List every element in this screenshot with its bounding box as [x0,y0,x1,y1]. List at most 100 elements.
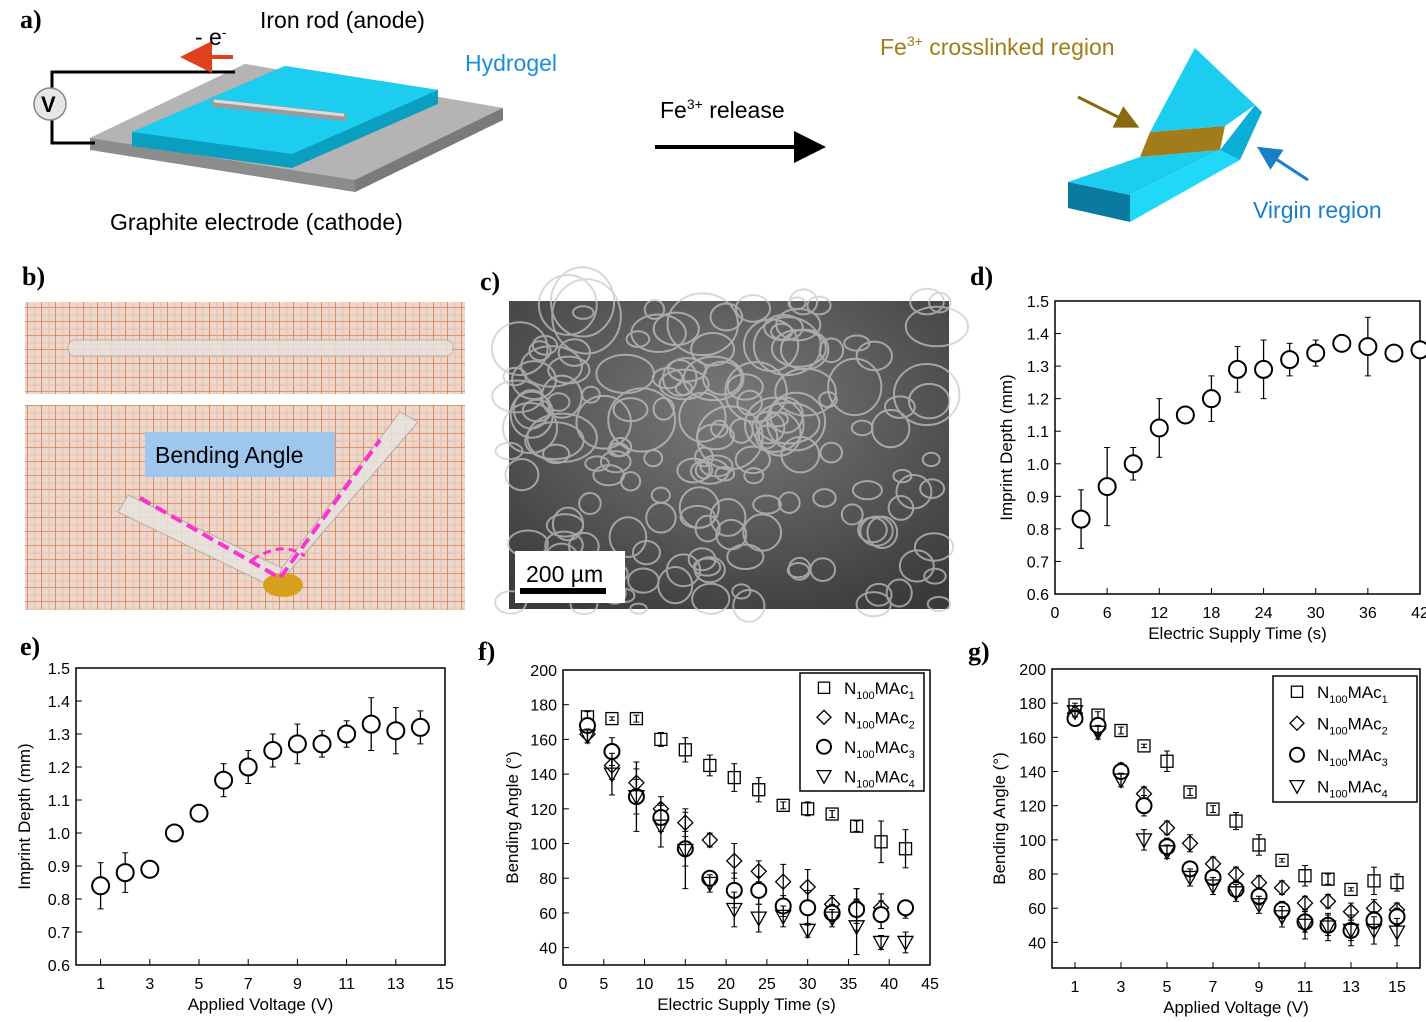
sem-pore [788,288,819,316]
plot-frame [1054,300,1421,595]
chart-e: 1 3 5 7 9 11 13 150.60.70.80.91.01.11.21.31.41.… [15,661,454,1014]
legend-text-name: N [844,708,856,727]
data-point [1288,780,1306,795]
bent-hydrogel [1068,48,1262,222]
data-point [1097,477,1117,497]
data-point [603,767,621,783]
sem-pore [809,557,837,582]
data-point [678,743,692,757]
sem-pore [578,492,602,516]
sem-pore [774,367,837,417]
data-point [676,843,694,860]
sem-pore [549,266,616,338]
data-point [815,770,833,785]
data-point [164,823,184,843]
data-point [1275,853,1289,868]
data-point [1298,869,1312,883]
data-point [1289,746,1305,763]
y-tick-label: 0.7 [48,925,70,942]
sem-pore [898,549,935,583]
series-3 [1066,710,1406,942]
voltmeter-icon [33,87,67,121]
sem-pore [658,368,710,401]
sem-pore [851,480,883,501]
x-tick-label: 7 [1209,979,1218,996]
data-point [629,711,644,726]
x-tick-label: 0 [1051,605,1060,622]
legend-entry: N100MAc2 [844,708,915,731]
sem-pore [678,391,727,443]
chart-d: 0 6 12 18 24 30 36 42 0.6 0.7 0.8 0.9 1.0 1.1 1.2 1.3 1.… [997,294,1426,643]
legend-text-sub1: 100 [1329,725,1347,737]
x-tick-label: 36 [1359,605,1377,622]
data-point [1112,773,1130,789]
y-tick-label: 1.4 [48,694,70,711]
sem-pore [855,340,893,372]
legend-text-sub2: 1 [909,690,915,702]
data-point [1158,845,1176,861]
y-tick-label: 0.6 [48,958,70,975]
data-point [701,876,719,893]
legend-text-sub1: 100 [1329,757,1347,769]
y-tick-label: 40 [539,941,557,958]
y-tick-label: 100 [1019,833,1046,850]
legend-text-sub1: 100 [856,719,874,731]
data-point [1204,879,1222,895]
data-point [725,902,743,919]
y-tick-label: 0.8 [1027,522,1049,539]
legend-text-mid: MAc [1348,746,1383,765]
sem-pore [571,305,595,320]
sem-pore [913,532,955,562]
sem-pore [652,311,700,347]
sem-pore [859,515,894,547]
data-point [287,734,307,754]
data-point [361,714,381,734]
sem-pore [689,458,730,485]
sem-pore [928,291,952,314]
sem-pore [629,602,648,615]
data-point [847,920,866,936]
sem-pore [551,278,622,355]
sem-pore [926,595,952,612]
sem-pore [692,557,722,577]
data-point [1344,882,1358,897]
x-tick-label: 6 [1103,605,1112,622]
legend-text-mid: MAc [875,679,910,698]
panel-label-e: e) [20,632,40,661]
sem-pore [908,382,951,420]
data-point [1342,923,1360,940]
legend-entry: N100MAc3 [844,738,915,761]
legend-text-sub1: 100 [856,778,874,790]
x-tick-label: 5 [195,976,204,993]
sem-pore [715,518,748,551]
sem-pore [511,360,557,401]
data-point [825,807,839,821]
sem-pore [702,360,743,396]
data-point [799,923,817,940]
data-point [776,798,790,813]
series-4 [1066,705,1406,947]
series-1 [91,697,430,910]
data-point [627,790,646,806]
x-tick-label: 42 [1411,605,1426,622]
x-tick-label: 5 [599,976,608,993]
virgin-label: Virgin region [1253,197,1382,223]
data-point [1252,838,1266,852]
legend-text-sub2: 2 [1382,725,1388,737]
data-point [1201,389,1221,409]
sem-pore [870,408,911,449]
x-tick-label: 11 [1297,979,1314,996]
data-point [750,881,768,899]
sem-pore [607,442,629,458]
y-tick-label: 0.6 [1027,587,1049,604]
sem-pore [542,443,571,465]
legend-text-mid: MAc [1348,714,1383,733]
sem-pore [540,374,583,419]
data-point [1158,819,1176,837]
y-tick-label: 1.3 [48,727,70,744]
legend-frame [799,672,925,792]
data-point [1254,359,1274,379]
legend-text-mid: MAc [1348,777,1383,796]
sem-pore [666,292,739,357]
sem-pore [687,547,717,572]
